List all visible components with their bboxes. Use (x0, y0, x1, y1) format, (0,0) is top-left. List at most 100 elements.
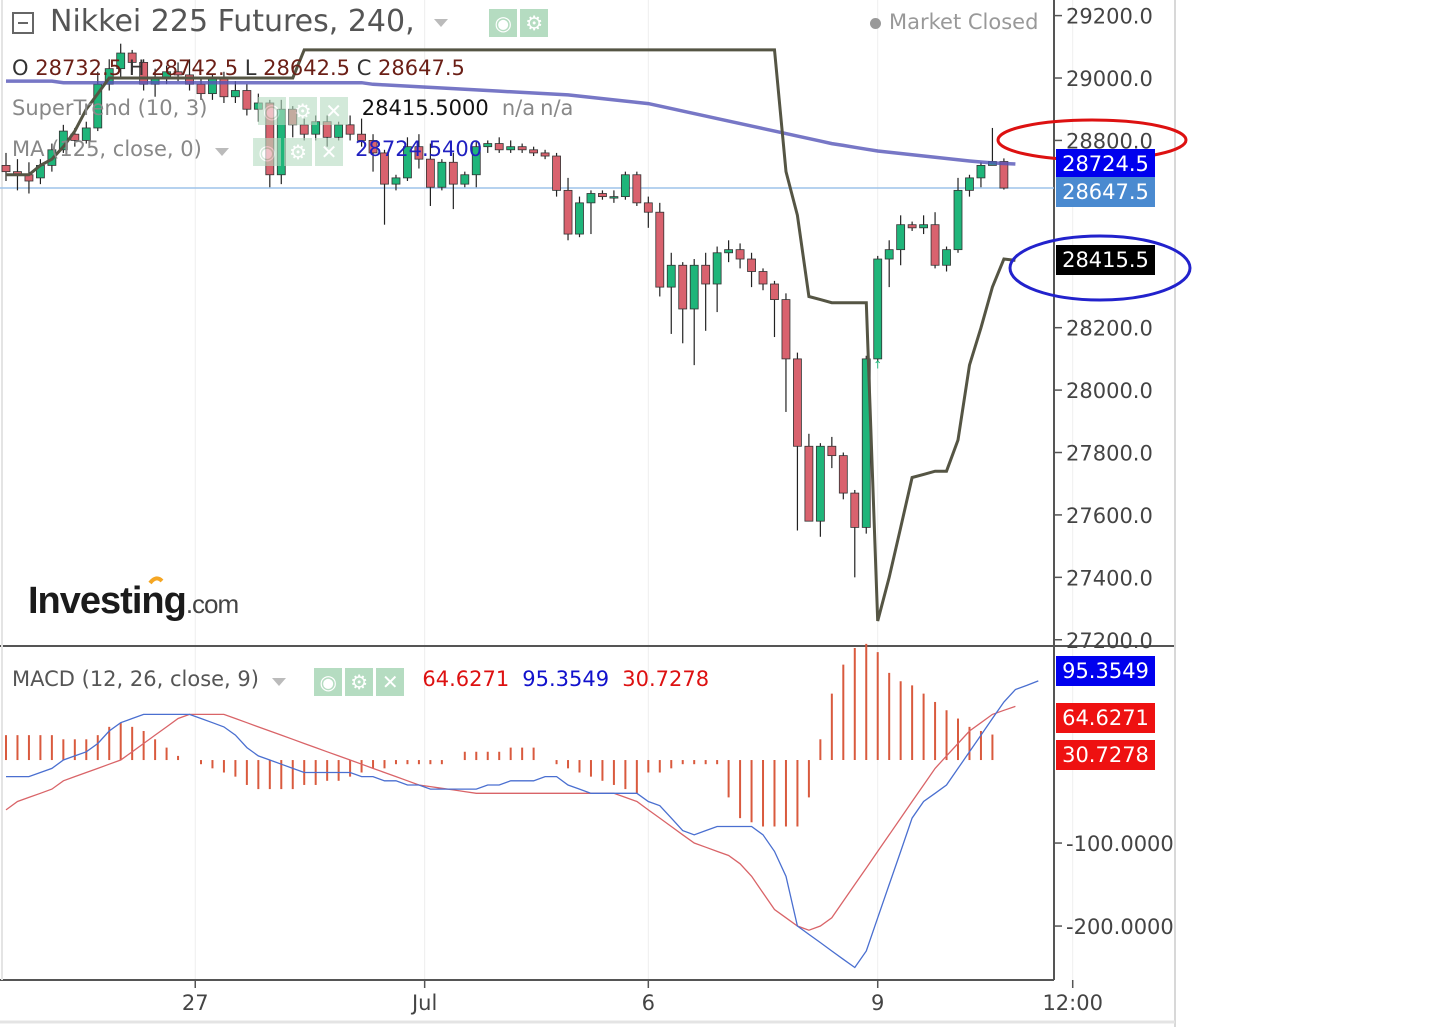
macd-signal-line (5, 705, 1016, 931)
investing-logo: Investing.com (28, 576, 239, 622)
ma-price-tag: 28724.5 (1056, 148, 1155, 179)
candle-body (403, 146, 412, 179)
candle-body (678, 264, 688, 310)
candle-body (81, 127, 91, 141)
candle-body (299, 124, 309, 135)
time-tick-label: Jul (410, 991, 437, 1015)
macd-legend: MACD (12, 26, close, 9) ◉ ⚙ ✕ 64.6271 95.3… (12, 667, 709, 696)
price-tick-label: 28200.0 (1066, 317, 1153, 341)
candle-body (873, 258, 883, 360)
vertical-gridlines (194, 0, 1074, 980)
signal-line-tag: 64.6271 (1056, 703, 1155, 734)
candle-body (425, 158, 435, 188)
supertrend-price-tag: 28415.5 (1056, 245, 1155, 276)
candle-body (965, 177, 974, 191)
chevron-down-icon[interactable] (214, 147, 229, 156)
candle-body (460, 174, 470, 185)
eye-icon[interactable]: ◉ (314, 667, 343, 696)
price-tick-label: 28000.0 (1066, 379, 1153, 403)
supertrend-legend: SuperTrend (10, 3) ◉ ⚙ ✕ 28415.5000 n/a n/… (12, 96, 574, 125)
candle-body (850, 492, 860, 528)
candle-body (368, 140, 378, 154)
candle-body (655, 211, 665, 288)
candle-body (517, 146, 527, 151)
histogram-tag: 30.7278 (1056, 739, 1155, 770)
eye-icon[interactable]: ◉ (489, 8, 518, 37)
candle-body (838, 455, 848, 494)
macd-line-tag: 95.3549 (1056, 655, 1155, 686)
candle-body (999, 161, 1009, 189)
chevron-down-icon[interactable] (272, 677, 287, 686)
candle-body (804, 445, 814, 522)
chevron-down-icon[interactable] (434, 18, 449, 27)
ohlc-readout: O 28732.5 H 28742.5 L 28642.5 C 28647.5 (12, 56, 465, 80)
macd-axis-ticks: -100.0000 -200.0000 (1054, 832, 1174, 939)
candle-body (747, 258, 756, 272)
candle-body (953, 189, 963, 251)
candle-body (884, 249, 894, 260)
candle-body (414, 146, 424, 160)
time-tick-label: 27 (182, 991, 209, 1015)
price-tick-label: 27400.0 (1066, 566, 1153, 590)
candle-body (689, 264, 699, 310)
time-axis-ticks: 27 Jul 6 9 12:00 (182, 980, 1103, 1015)
candle-body (575, 202, 584, 235)
candle-body (712, 252, 722, 285)
candle-body (896, 224, 906, 251)
candle-body (552, 155, 561, 191)
candle-body (345, 124, 355, 135)
candle-body (563, 189, 573, 235)
candle-body (930, 224, 940, 266)
candle-body (494, 143, 504, 151)
candle-body (666, 264, 676, 288)
close-icon[interactable]: ✕ (315, 137, 344, 166)
chart-title: Nikkei 225 Futures, 240, ◉ ⚙ (50, 4, 551, 39)
price-tick-label: 29000.0 (1066, 67, 1153, 91)
candle-body (758, 271, 768, 285)
eye-icon[interactable]: ◉ (253, 137, 282, 166)
gear-icon[interactable]: ⚙ (288, 96, 317, 125)
price-tick-label: 29200.0 (1066, 5, 1153, 29)
candle-body (793, 358, 802, 447)
svg-text:Investing.com: Investing.com (28, 580, 238, 622)
blue-ellipse-annotation (1008, 234, 1192, 302)
candle-body (770, 283, 779, 300)
candlesticks (1, 43, 1009, 578)
close-icon[interactable]: ✕ (319, 96, 348, 125)
price-tick-label: 27200.0 (1066, 629, 1153, 653)
collapse-icon[interactable] (12, 12, 34, 34)
close-icon[interactable]: ✕ (376, 667, 405, 696)
candle-body (334, 124, 344, 138)
candle-body (701, 264, 711, 285)
candle-body (196, 83, 206, 95)
close-price-tag: 28647.5 (1056, 177, 1155, 208)
candle-body (815, 445, 825, 522)
macd-value-3: 30.7278 (622, 667, 710, 691)
candle-body (976, 165, 986, 179)
candle-body (724, 249, 734, 254)
candle-body (230, 90, 240, 98)
candle-body (127, 52, 137, 63)
macd-histogram (5, 643, 994, 827)
candle-body (620, 174, 630, 198)
gear-icon[interactable]: ⚙ (345, 667, 374, 696)
candle-body (437, 161, 447, 188)
ma-line (6, 79, 1016, 166)
gear-icon[interactable]: ⚙ (284, 137, 313, 166)
gear-icon[interactable]: ⚙ (520, 8, 549, 37)
macd-value-2: 95.3549 (522, 667, 610, 691)
status-dot-icon (870, 17, 881, 29)
macd-line (6, 680, 1039, 969)
candle-body (219, 77, 229, 98)
eye-icon[interactable]: ◉ (257, 96, 286, 125)
ma-legend: MA (125, close, 0) ◉ ⚙ ✕ 28724.5400 (12, 137, 482, 166)
candle-body (942, 249, 951, 266)
candle-body (471, 146, 481, 176)
candle-body (173, 71, 183, 76)
macd-tick-label: -200.0000 (1066, 915, 1174, 939)
candle-body (529, 149, 539, 154)
candle-body (907, 224, 917, 229)
price-tick-label: 27600.0 (1066, 504, 1153, 528)
candle-body (483, 143, 493, 148)
candle-body (919, 224, 928, 229)
